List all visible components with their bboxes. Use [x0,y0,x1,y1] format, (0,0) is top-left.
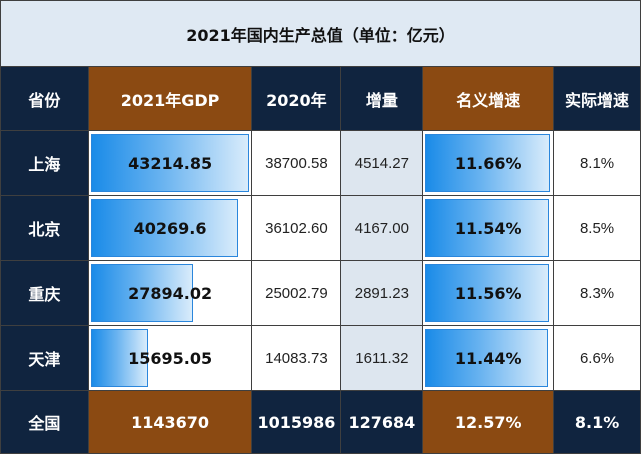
gdp-bar [90,134,249,192]
header-real-growth: 实际增速 [553,66,641,131]
nominal-growth-cell: 11.56% [422,260,555,326]
increase-cell: 1611.32 [340,325,424,391]
province-cell: 北京 [0,195,89,261]
real-growth-cell: 6.6% [553,325,641,391]
growth-bar [425,199,550,257]
province-cell: 上海 [0,130,89,196]
province-cell: 天津 [0,325,89,391]
header-row: 省份 2021年GDP 2020年 增量 名义增速 实际增速 [0,66,641,131]
gdp-2020-cell: 36102.60 [251,195,342,261]
gdp-2021-cell: 15695.05 [87,325,253,391]
gdp-2021-value: 27894.02 [128,283,213,303]
gdp-2020-cell: 14083.73 [251,325,342,391]
increase-cell: 4167.00 [340,195,424,261]
header-gdp-2021: 2021年GDP [87,66,253,131]
real-growth-cell: 8.5% [553,195,641,261]
gdp-bar [90,329,148,387]
table-title: 2021年国内生产总值（单位：亿元） [0,0,641,67]
nominal-growth-cell: 11.44% [422,325,555,391]
gdp-2021-cell: 27894.02 [87,260,253,326]
increase-cell: 2891.23 [340,260,424,326]
header-gdp-2020: 2020年 [251,66,342,131]
header-province: 省份 [0,66,89,131]
nominal-growth-value: 11.66% [454,153,522,173]
province-cell: 重庆 [0,260,89,326]
nominal-growth-cell: 11.54% [422,195,555,261]
nominal-growth-value: 11.44% [454,348,522,368]
gdp-bar [90,264,193,322]
real-growth-cell: 8.1% [553,130,641,196]
gdp-2021-cell: 43214.85 [87,130,253,196]
table-row: 重庆 27894.02 25002.79 2891.23 11.56% 8.3% [0,260,641,326]
gdp-2021-value: 43214.85 [128,153,213,173]
growth-bar [425,134,551,192]
total-gdp-2021: 1143670 [87,390,253,454]
increase-cell: 4514.27 [340,130,424,196]
nominal-growth-cell: 11.66% [422,130,555,196]
nominal-growth-value: 11.56% [454,283,522,303]
gdp-2020-cell: 38700.58 [251,130,342,196]
total-gdp-2020: 1015986 [251,390,342,454]
nominal-growth-value: 11.54% [454,218,522,238]
gdp-2021-cell: 40269.6 [87,195,253,261]
gdp-bar [90,199,238,257]
total-increase: 127684 [340,390,424,454]
header-increase: 增量 [340,66,424,131]
header-nominal-growth: 名义增速 [422,66,555,131]
gdp-2020-cell: 25002.79 [251,260,342,326]
real-growth-cell: 8.3% [553,260,641,326]
table-row: 上海 43214.85 38700.58 4514.27 11.66% 8.1% [0,130,641,196]
total-label: 全国 [0,390,89,454]
table-row: 北京 40269.6 36102.60 4167.00 11.54% 8.5% [0,195,641,261]
total-real-growth: 8.1% [553,390,641,454]
total-row: 全国 1143670 1015986 127684 12.57% 8.1% [0,390,641,454]
total-nominal-growth: 12.57% [422,390,555,454]
table-row: 天津 15695.05 14083.73 1611.32 11.44% 6.6% [0,325,641,391]
gdp-2021-value: 40269.6 [133,218,207,238]
gdp-2021-value: 15695.05 [128,348,213,368]
growth-bar [425,264,550,322]
growth-bar [425,329,549,387]
